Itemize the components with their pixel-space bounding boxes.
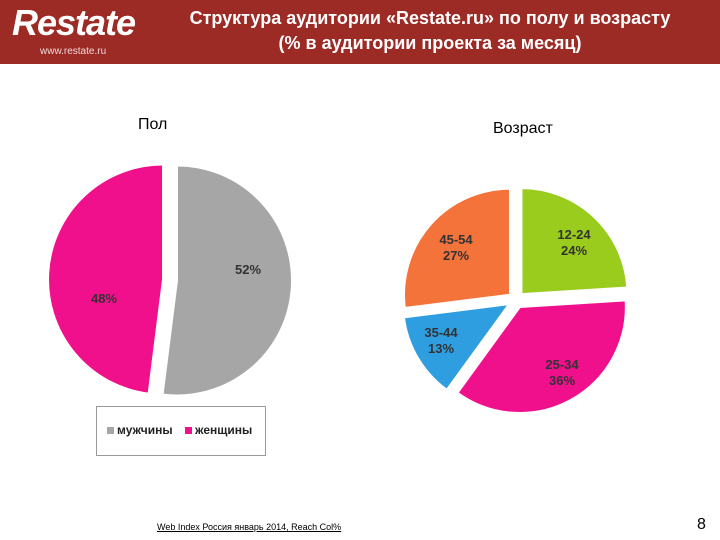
restate-logo[interactable]: Restate www.restate.ru (0, 0, 140, 64)
source-note[interactable]: Web Index Россия январь 2014, Reach Col% (157, 522, 342, 532)
legend-swatch-female (185, 426, 192, 434)
age-pie-label-value-2: 13% (428, 341, 454, 356)
age-pie-slice-3 (403, 187, 512, 310)
slide-title: Структура аудитории «Restate.ru» по полу… (150, 6, 710, 56)
age-pie-label-category-0: 12-24 (557, 227, 591, 242)
gender-pie-slice-0 (161, 164, 293, 397)
age-chart-title: Возраст (493, 120, 553, 137)
gender-legend: мужчины женщины (96, 406, 266, 456)
slide-title-line2: (% в аудитории проекта за месяц) (278, 33, 582, 53)
logo-url: www.restate.ru (40, 46, 107, 57)
age-pie-label-value-3: 27% (443, 248, 469, 263)
age-pie-slice-0 (520, 187, 629, 296)
age-pie-slice-1 (456, 299, 627, 414)
page-number: 8 (697, 516, 706, 533)
gender-pie-slice-1 (47, 163, 165, 395)
gender-pie-label-value-1: 48% (91, 291, 117, 306)
age-pie-label-value-0: 24% (561, 243, 587, 258)
legend-label-female: женщины (195, 423, 253, 437)
legend-item-male: мужчины (107, 423, 173, 437)
legend-swatch-male (107, 426, 114, 434)
age-pie-label-value-1: 36% (549, 373, 575, 388)
gender-chart-title: Пол (138, 116, 168, 133)
legend-item-female: женщины (185, 423, 252, 437)
logo-text: Restate (12, 2, 136, 43)
gender-pie-label-value-0: 52% (235, 262, 261, 277)
age-pie-label-category-2: 35-44 (424, 325, 458, 340)
slide-title-line1: Структура аудитории «Restate.ru» по полу… (189, 8, 671, 28)
age-pie-label-category-3: 45-54 (439, 232, 473, 247)
header-bar: Restate www.restate.ru Структура аудитор… (0, 0, 720, 64)
legend-label-male: мужчины (117, 423, 173, 437)
age-pie-slice-2 (402, 302, 512, 392)
age-pie-label-category-1: 25-34 (545, 357, 579, 372)
